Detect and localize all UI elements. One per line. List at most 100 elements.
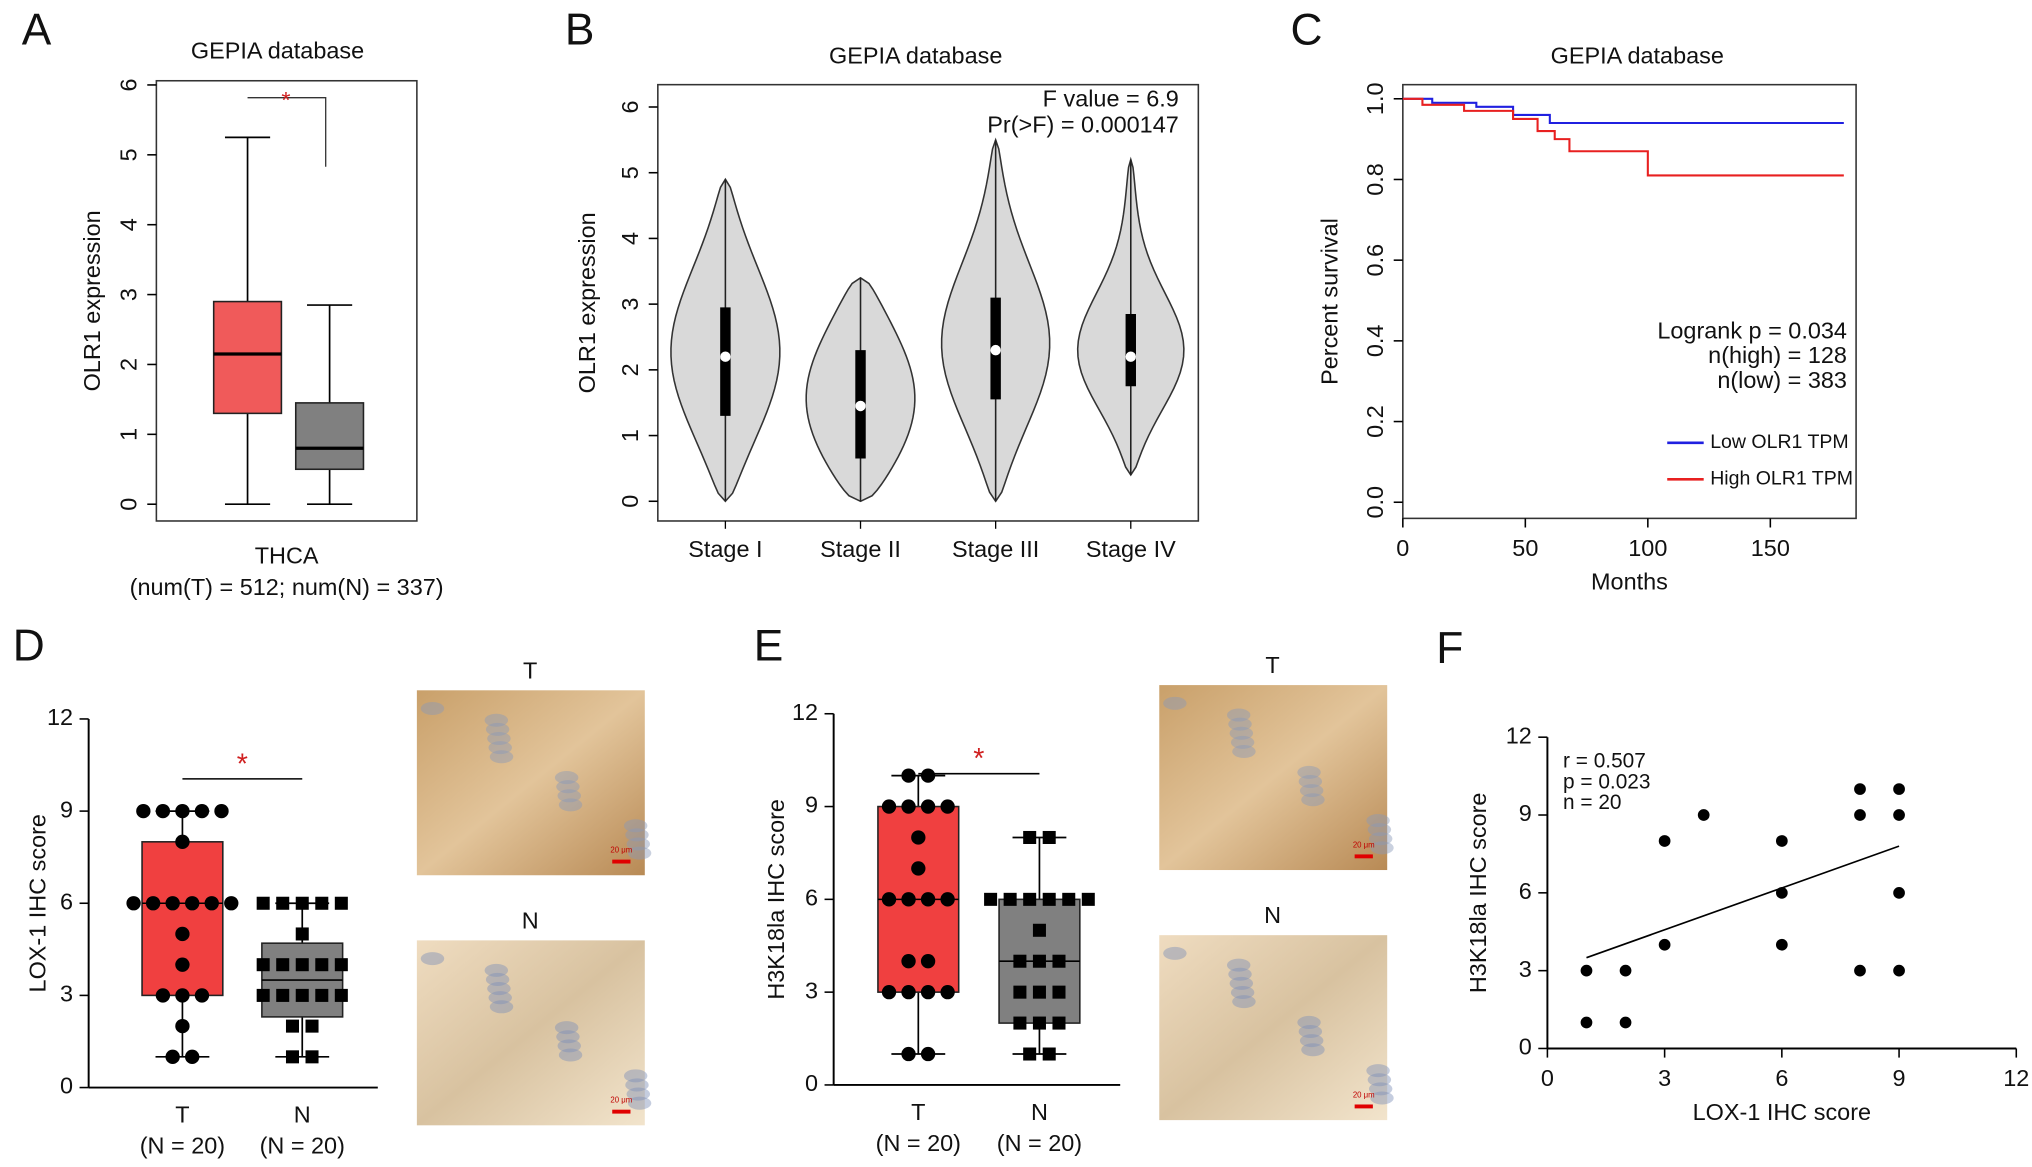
image-label: N (522, 907, 539, 933)
y-tick-label: 6 (617, 100, 643, 113)
y-axis-label: OLR1 expression (79, 210, 105, 391)
chart-title: GEPIA database (1551, 42, 1724, 68)
x-tick-label: N (1031, 1099, 1048, 1125)
cell (488, 741, 512, 755)
x-tick-label: Stage I (688, 536, 762, 562)
point (295, 958, 309, 972)
point (185, 1049, 200, 1064)
point (145, 896, 161, 911)
point (165, 1049, 180, 1064)
y-tick-label: 5 (617, 166, 643, 179)
point (194, 803, 210, 819)
point (285, 1019, 299, 1033)
cell (1297, 1015, 1321, 1029)
y-tick-label: 3 (60, 981, 73, 1007)
y-axis-label: Percent survival (1316, 218, 1342, 385)
point (165, 896, 180, 911)
x-tick-label: 50 (1512, 535, 1538, 561)
y-tick-label: 0.0 (1362, 486, 1388, 519)
point (1775, 835, 1788, 847)
cell (1226, 958, 1251, 972)
x-tick-label: N (294, 1101, 311, 1127)
point (1658, 938, 1671, 951)
chart-title: GEPIA database (829, 42, 1002, 68)
panel-letter: C (1290, 5, 1322, 54)
x-tick-note: (N = 20) (260, 1133, 345, 1159)
panel-letter: E (754, 621, 784, 670)
cell (420, 702, 445, 716)
y-tick-label: 12 (792, 699, 818, 725)
point (1893, 886, 1905, 899)
cell (1367, 1073, 1392, 1087)
y-tick-label: 0.6 (1362, 244, 1388, 277)
cell (1366, 814, 1390, 828)
x-tick-label: 100 (1628, 535, 1667, 561)
y-axis-label: H3K18la IHC score (1465, 793, 1491, 994)
point (175, 1018, 190, 1034)
y-tick-label: 2 (116, 358, 142, 371)
point (276, 988, 290, 1002)
point (256, 958, 270, 972)
point (334, 958, 348, 972)
cell (626, 1087, 651, 1101)
point (155, 803, 171, 819)
point (881, 984, 897, 1000)
cell (558, 798, 583, 812)
point (901, 1046, 916, 1062)
x-axis-label: LOX-1 IHC score (1693, 1099, 1871, 1125)
cell (554, 771, 579, 785)
point (920, 768, 936, 783)
cell (487, 731, 511, 746)
y-tick-label: 0.4 (1362, 325, 1388, 358)
point (1023, 1047, 1037, 1061)
point (1013, 1016, 1027, 1030)
cell (1366, 1064, 1390, 1078)
point (295, 988, 309, 1002)
cell (485, 722, 510, 736)
x-tick-label: 3 (1658, 1065, 1671, 1091)
cell (556, 780, 580, 794)
x-tick-note: (N = 20) (997, 1130, 1082, 1156)
point (920, 984, 936, 1000)
scale-bar (1354, 1104, 1373, 1109)
cell (485, 972, 510, 986)
cell (1229, 726, 1254, 740)
point (1893, 809, 1905, 821)
y-tick-label: 6 (805, 885, 818, 911)
point (920, 1046, 936, 1062)
fit-line (1586, 845, 1900, 959)
y-tick-label: 1 (617, 429, 643, 442)
cell (1297, 765, 1321, 779)
y-tick-label: 3 (617, 298, 643, 311)
survival-line (1402, 97, 1844, 177)
point (1619, 1016, 1632, 1029)
y-tick-label: 0 (805, 1070, 818, 1096)
point (1775, 938, 1788, 951)
image-label: T (523, 657, 537, 683)
annotation: n(high) = 128 (1708, 342, 1847, 368)
point (1023, 830, 1037, 844)
point (175, 803, 190, 819)
plot-frame (1402, 83, 1857, 520)
cell (1368, 832, 1393, 846)
x-tick-note: (num(T) = 512; num(N) = 337) (130, 574, 444, 600)
cell (623, 819, 648, 833)
x-tick-label: THCA (255, 543, 319, 569)
x-tick-label: Stage IV (1086, 536, 1176, 562)
point (1042, 1047, 1056, 1061)
point (175, 834, 190, 849)
annotation: n = 20 (1563, 791, 1622, 814)
cell (489, 1000, 514, 1014)
y-tick-label: 12 (1506, 722, 1532, 748)
y-tick-label: 12 (47, 704, 73, 730)
point (295, 927, 309, 941)
cell (487, 982, 511, 996)
point (901, 768, 916, 783)
cell (1299, 784, 1324, 798)
point (1013, 985, 1027, 999)
cell (1163, 946, 1187, 960)
point (1023, 892, 1037, 906)
scale-label: 20 μm (610, 846, 632, 855)
point (305, 1050, 319, 1064)
